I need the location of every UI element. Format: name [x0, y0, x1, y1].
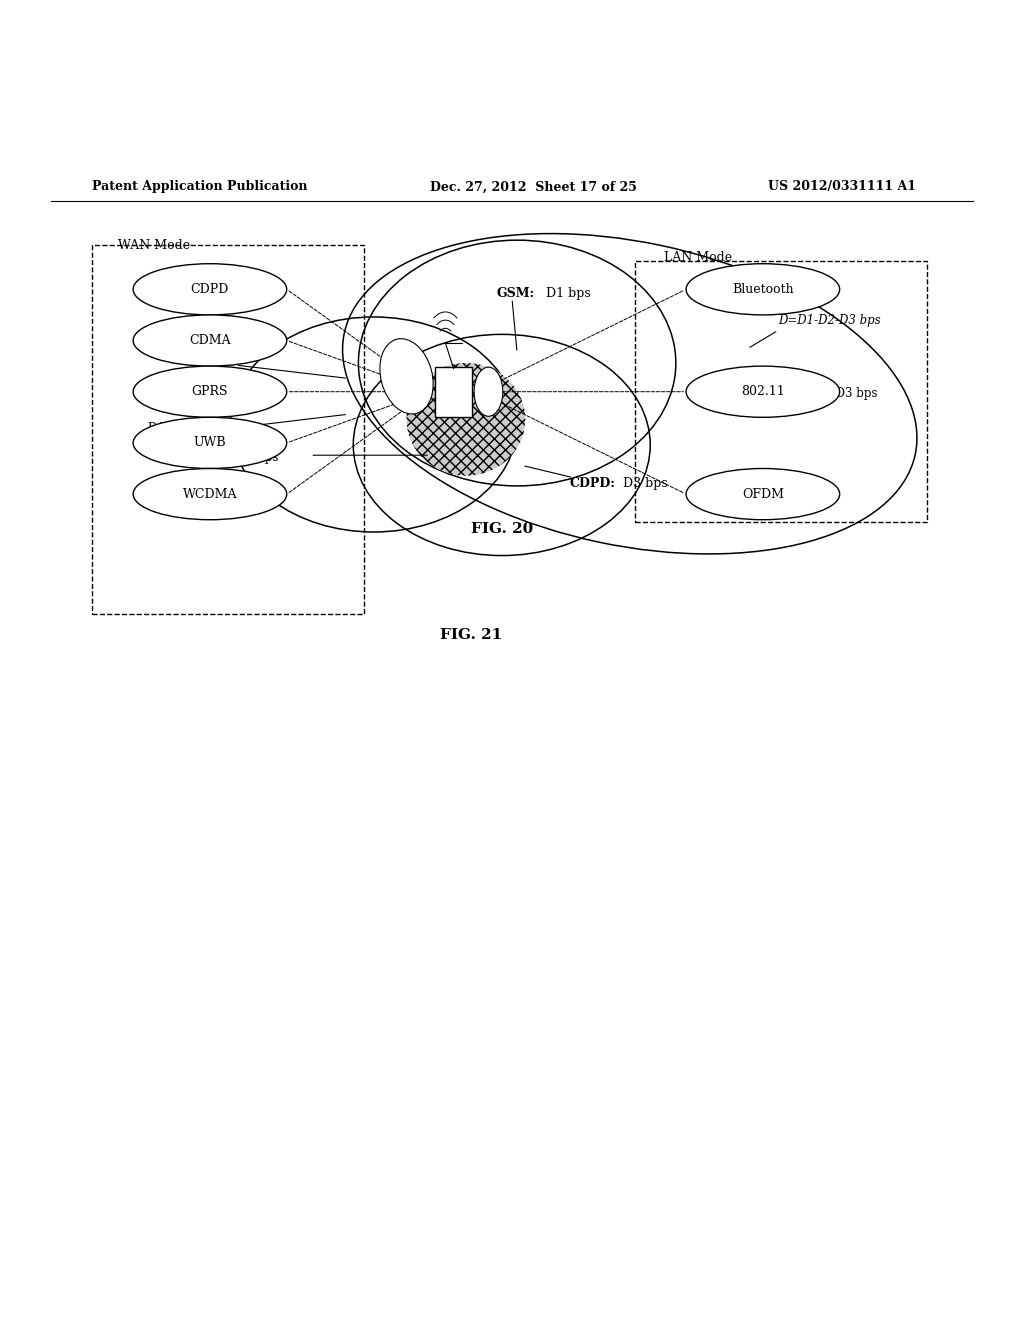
- Text: CDMA: CDMA: [189, 334, 230, 347]
- Text: Bluetooth: Bluetooth: [732, 282, 794, 296]
- Ellipse shape: [407, 363, 525, 475]
- Text: CDPD:: CDPD:: [569, 478, 615, 490]
- Text: D1+D3 bps: D1+D3 bps: [809, 387, 878, 400]
- Text: WAN Mode: WAN Mode: [118, 239, 189, 252]
- Ellipse shape: [686, 264, 840, 315]
- Ellipse shape: [380, 339, 433, 414]
- Text: FIG. 20: FIG. 20: [471, 521, 534, 536]
- Text: D2 bps: D2 bps: [213, 348, 258, 362]
- Ellipse shape: [133, 264, 287, 315]
- Text: WCDMA: WCDMA: [182, 487, 238, 500]
- Ellipse shape: [686, 366, 840, 417]
- Text: D3 bps: D3 bps: [623, 478, 668, 490]
- Text: D=D1-D2-D3 bps: D=D1-D2-D3 bps: [778, 314, 881, 326]
- Ellipse shape: [133, 366, 287, 417]
- Text: CDPD: CDPD: [190, 282, 229, 296]
- Ellipse shape: [133, 315, 287, 366]
- Text: CDMA:: CDMA:: [156, 348, 205, 362]
- Ellipse shape: [686, 469, 840, 520]
- Ellipse shape: [474, 367, 503, 416]
- FancyBboxPatch shape: [435, 367, 472, 417]
- Ellipse shape: [133, 469, 287, 520]
- Text: Patent Application Publication: Patent Application Publication: [92, 181, 307, 194]
- Text: GPRS: GPRS: [191, 385, 228, 399]
- Text: 802.11: 802.11: [741, 385, 784, 399]
- Text: D1+D2 bps: D1+D2 bps: [148, 422, 217, 436]
- Text: D2+D3 bps: D2+D3 bps: [210, 450, 279, 463]
- Text: Dec. 27, 2012  Sheet 17 of 25: Dec. 27, 2012 Sheet 17 of 25: [430, 181, 637, 194]
- Text: US 2012/0331111 A1: US 2012/0331111 A1: [768, 181, 916, 194]
- Text: FIG. 21: FIG. 21: [440, 628, 503, 643]
- Text: OFDM: OFDM: [741, 487, 784, 500]
- Text: GSM:: GSM:: [497, 286, 535, 300]
- Text: D1 bps: D1 bps: [546, 286, 591, 300]
- Text: UWB: UWB: [194, 437, 226, 449]
- Text: LAN Mode: LAN Mode: [664, 251, 732, 264]
- Ellipse shape: [133, 417, 287, 469]
